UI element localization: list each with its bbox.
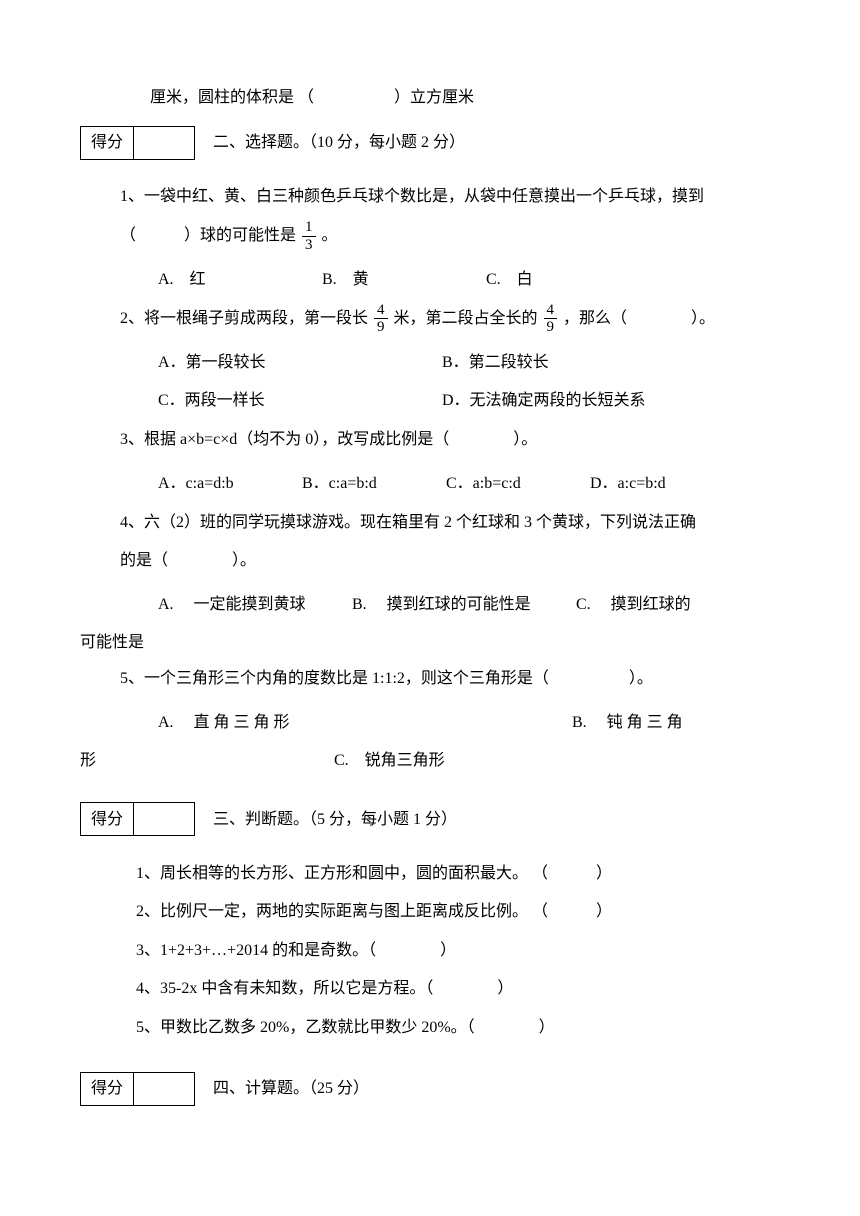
q2-4-opt-b: B. 摸到红球的可能性是 (352, 586, 572, 624)
q2-3-opt-a: A．c:a=d:b (158, 465, 298, 503)
q2-4: 4、六（2）班的同学玩摸球游戏。现在箱里有 2 个红球和 3 个黄球，下列说法正… (120, 504, 780, 581)
q2-5-cont: 形 (80, 743, 330, 778)
score-blank (134, 127, 194, 159)
q2-2-textc: ，那么（ ）。 (563, 310, 715, 327)
score-blank-4 (134, 1073, 194, 1105)
q3-1: 1、周长相等的长方形、正方形和圆中，圆的面积最大。 （ ） (136, 855, 780, 893)
score-box-2: 得分 (80, 126, 195, 160)
q2-2-opt-c: C．两段一样长 (158, 382, 438, 420)
q2-1: 1、一袋中红、黄、白三种颜色乒乓球个数比是，从袋中任意摸出一个乒乓球，摸到 （ … (120, 178, 780, 255)
q2-5-line2: 形 C. 锐角三角形 (80, 743, 780, 778)
section-4-title: 四、计算题。（25 分） (213, 1071, 369, 1106)
q2-1-options: A. 红 B. 黄 C. 白 (158, 261, 780, 299)
q3-3: 3、1+2+3+…+2014 的和是奇数。（ ） (136, 932, 780, 970)
section-4-header: 得分 四、计算题。（25 分） (80, 1071, 780, 1106)
q2-1-text2a: （ ）球的可能性是 (120, 227, 296, 244)
q2-5: 5、一个三角形三个内角的度数比是 1:1:2，则这个三角形是（ ）。 (120, 660, 780, 698)
q3-2: 2、比例尺一定，两地的实际距离与图上距离成反比例。 （ ） (136, 893, 780, 931)
q2-2-opt-b: B．第二段较长 (442, 344, 549, 382)
q3-4: 4、35-2x 中含有未知数，所以它是方程。（ ） (136, 970, 780, 1008)
q2-2: 2、将一根绳子剪成两段，第一段长 4 9 米，第二段占全长的 4 9 ，那么（ … (120, 300, 780, 338)
q2-5-opt-b: B. 钝 角 三 角 (572, 714, 683, 731)
score-label: 得分 (81, 127, 134, 159)
q2-1-text: 1、一袋中红、黄、白三种颜色乒乓球个数比是，从袋中任意摸出一个乒乓球，摸到 (120, 188, 704, 205)
score-label-3: 得分 (81, 803, 134, 835)
fraction-4-9-b: 4 9 (544, 302, 558, 336)
section-2-title: 二、选择题。（10 分，每小题 2 分） (213, 125, 465, 160)
q2-2-texta: 2、将一根绳子剪成两段，第一段长 (120, 310, 368, 327)
q2-3-opt-b: B．c:a=b:d (302, 465, 442, 503)
q2-4-cont: 可能性是 (80, 625, 780, 660)
q2-2-options: A．第一段较长 B．第二段较长 C．两段一样长 D．无法确定两段的长短关系 (158, 344, 780, 421)
q2-2-textb: 米，第二段占全长的 (394, 310, 538, 327)
score-label-4: 得分 (81, 1073, 134, 1105)
q2-2-opt-d: D．无法确定两段的长短关系 (442, 382, 646, 420)
score-box-4: 得分 (80, 1072, 195, 1106)
q2-3: 3、根据 a×b=c×d（均不为 0），改写成比例是（ ）。 (120, 421, 780, 459)
q2-1-opt-a: A. 红 (158, 261, 318, 299)
q2-3-opt-d: D．a:c=b:d (590, 465, 666, 503)
q2-4-textb: 的是（ ）。 (120, 552, 256, 569)
q2-2-opt-a: A．第一段较长 (158, 344, 438, 382)
score-blank-3 (134, 803, 194, 835)
q2-5-opt-a: A. 直 角 三 角 形 (158, 704, 568, 742)
score-box-3: 得分 (80, 802, 195, 836)
previous-page-fragment: 厘米，圆柱的体积是 （ ）立方厘米 (150, 80, 780, 115)
q2-5-opt-c: C. 锐角三角形 (334, 752, 445, 769)
q2-3-options: A．c:a=d:b B．c:a=b:d C．a:b=c:d D．a:c=b:d (158, 465, 780, 503)
q3-5: 5、甲数比乙数多 20%，乙数就比甲数少 20%。（ ） (136, 1009, 780, 1047)
fraction-4-9-a: 4 9 (374, 302, 388, 336)
q2-1-opt-b: B. 黄 (322, 261, 482, 299)
section-3-title: 三、判断题。（5 分，每小题 1 分） (213, 802, 457, 837)
q2-1-opt-c: C. 白 (486, 261, 646, 299)
q2-4-opt-c: C. 摸到红球的 (576, 596, 691, 613)
q2-3-opt-c: C．a:b=c:d (446, 465, 586, 503)
q2-4-options: A. 一定能摸到黄球 B. 摸到红球的可能性是 C. 摸到红球的 (158, 586, 780, 624)
q2-1-text2b: 。 (322, 227, 338, 244)
q2-4-texta: 4、六（2）班的同学玩摸球游戏。现在箱里有 2 个红球和 3 个黄球，下列说法正… (120, 514, 696, 531)
section-2-header: 得分 二、选择题。（10 分，每小题 2 分） (80, 125, 780, 160)
q2-4-opt-a: A. 一定能摸到黄球 (158, 586, 348, 624)
q2-5-options: A. 直 角 三 角 形 B. 钝 角 三 角 (158, 704, 780, 742)
section-3-header: 得分 三、判断题。（5 分，每小题 1 分） (80, 802, 780, 837)
fraction-1-3: 1 3 (302, 219, 316, 253)
